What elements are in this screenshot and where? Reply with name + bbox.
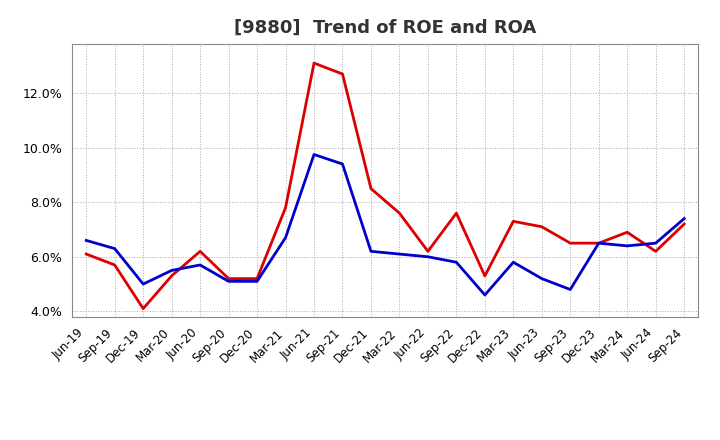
ROA	[623, 243, 631, 249]
ROA	[423, 254, 432, 260]
ROE	[623, 230, 631, 235]
ROA	[452, 260, 461, 265]
ROA	[225, 279, 233, 284]
ROA	[566, 287, 575, 292]
ROA	[366, 249, 375, 254]
ROA	[595, 241, 603, 246]
ROA	[139, 282, 148, 287]
ROE	[423, 249, 432, 254]
ROE	[167, 273, 176, 279]
ROE	[480, 273, 489, 279]
ROE	[282, 205, 290, 210]
Line: ROA: ROA	[86, 154, 684, 295]
ROE	[509, 219, 518, 224]
ROA	[253, 279, 261, 284]
ROE	[338, 71, 347, 77]
ROE	[253, 276, 261, 281]
ROE	[310, 60, 318, 66]
ROE	[395, 210, 404, 216]
ROA	[652, 241, 660, 246]
ROA	[509, 260, 518, 265]
ROE	[196, 249, 204, 254]
ROA	[680, 216, 688, 221]
ROE	[537, 224, 546, 229]
ROA	[310, 152, 318, 157]
ROE	[225, 276, 233, 281]
ROE	[139, 306, 148, 311]
ROA	[537, 276, 546, 281]
ROE	[82, 251, 91, 257]
ROA	[338, 161, 347, 167]
Title: [9880]  Trend of ROE and ROA: [9880] Trend of ROE and ROA	[234, 19, 536, 37]
ROA	[282, 235, 290, 240]
ROE	[595, 241, 603, 246]
ROA	[82, 238, 91, 243]
ROA	[196, 262, 204, 268]
ROE	[110, 262, 119, 268]
ROE	[366, 186, 375, 191]
ROA	[395, 251, 404, 257]
ROE	[652, 249, 660, 254]
ROE	[566, 241, 575, 246]
ROE	[680, 221, 688, 227]
Line: ROE: ROE	[86, 63, 684, 308]
ROA	[480, 292, 489, 297]
ROE	[452, 210, 461, 216]
ROA	[110, 246, 119, 251]
ROA	[167, 268, 176, 273]
